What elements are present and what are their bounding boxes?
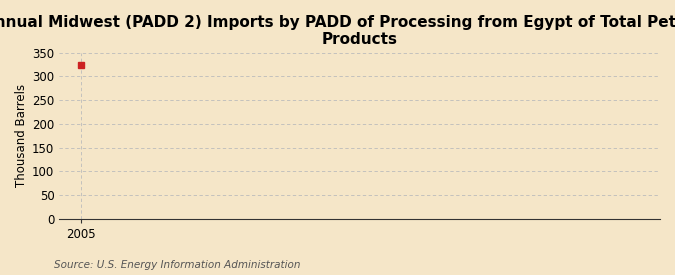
- Y-axis label: Thousand Barrels: Thousand Barrels: [15, 84, 28, 187]
- Text: Source: U.S. Energy Information Administration: Source: U.S. Energy Information Administ…: [54, 260, 300, 270]
- Title: Annual Midwest (PADD 2) Imports by PADD of Processing from Egypt of Total Petrol: Annual Midwest (PADD 2) Imports by PADD …: [0, 15, 675, 47]
